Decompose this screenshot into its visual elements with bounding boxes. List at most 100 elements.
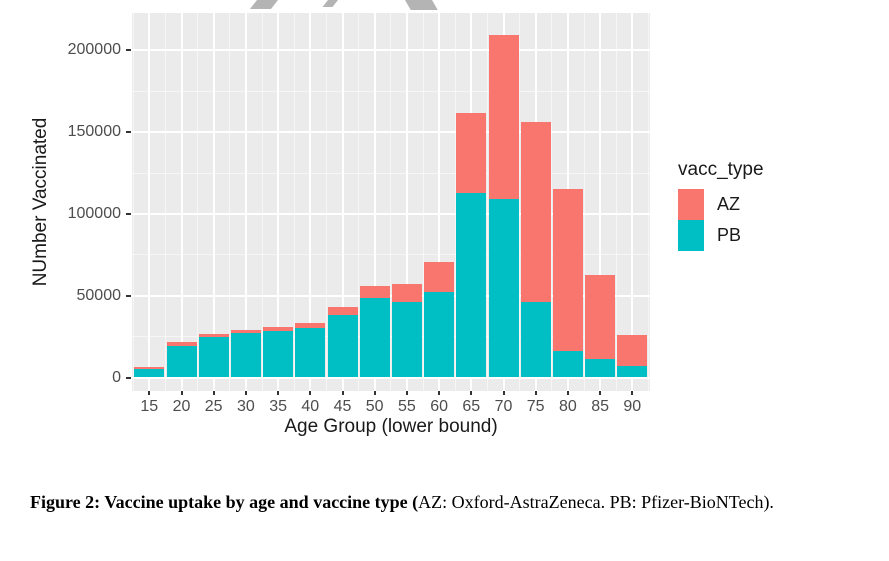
major-gridline <box>180 13 183 391</box>
bar-az-90 <box>617 334 648 367</box>
minor-gridline <box>358 13 360 391</box>
minor-gridline <box>486 13 488 391</box>
x-tick-label: 65 <box>462 398 481 415</box>
x-tick-mark <box>631 391 634 395</box>
bar-pb-70 <box>488 199 519 378</box>
y-axis-title: NUmber Vaccinated <box>30 117 51 287</box>
pb-color-swatch <box>678 220 704 251</box>
x-tick-label: 70 <box>494 398 513 415</box>
major-gridline <box>631 13 634 391</box>
bar-pb-65 <box>456 192 487 378</box>
minor-gridline <box>197 13 199 391</box>
x-tick-label: 50 <box>365 398 384 415</box>
y-tick-label: 150000 <box>67 123 121 141</box>
az-color-swatch <box>678 189 704 220</box>
x-tick-mark <box>502 391 505 395</box>
caption-regular-text: AZ: Oxford-AstraZeneca. PB: Pfizer-BioNT… <box>418 492 774 512</box>
bar-pb-85 <box>585 359 616 378</box>
bar-pb-55 <box>391 301 422 378</box>
minor-gridline <box>647 13 649 391</box>
legend-title: vacc_type <box>678 159 764 180</box>
x-tick-label: 25 <box>204 398 223 415</box>
bar-pb-25 <box>198 337 229 378</box>
major-gridline <box>148 13 151 391</box>
major-gridline <box>277 13 280 391</box>
minor-gridline <box>229 13 231 391</box>
bar-az-85 <box>585 275 616 360</box>
bar-az-60 <box>424 261 455 293</box>
y-tick-label: 100000 <box>67 204 121 222</box>
x-tick-mark <box>405 391 408 395</box>
major-gridline <box>212 13 215 391</box>
x-tick-label: 40 <box>301 398 320 415</box>
minor-gridline <box>325 13 327 391</box>
x-tick-label: 15 <box>140 398 159 415</box>
bar-az-70 <box>488 34 519 200</box>
major-gridline <box>373 13 376 391</box>
bar-az-50 <box>359 285 390 299</box>
x-tick-mark <box>309 391 312 395</box>
bar-az-75 <box>520 121 551 302</box>
x-tick-mark <box>599 391 602 395</box>
minor-gridline <box>261 13 263 391</box>
x-tick-mark <box>341 391 344 395</box>
y-tick-label: 200000 <box>67 41 121 59</box>
bar-az-40 <box>295 322 326 329</box>
bar-pb-60 <box>424 292 455 378</box>
x-tick-label: 75 <box>526 398 545 415</box>
bar-pb-35 <box>263 330 294 378</box>
x-tick-label: 30 <box>236 398 255 415</box>
minor-gridline <box>615 13 617 391</box>
x-tick-mark <box>470 391 473 395</box>
minor-gridline <box>454 13 456 391</box>
y-tick-mark <box>126 376 131 379</box>
minor-gridline <box>583 13 585 391</box>
minor-gridline <box>390 13 392 391</box>
major-gridline <box>405 13 408 391</box>
legend-label-az: AZ <box>717 194 741 214</box>
bar-pb-40 <box>295 328 326 378</box>
x-tick-mark <box>277 391 280 395</box>
bar-az-25 <box>198 334 229 338</box>
bar-az-15 <box>134 367 165 370</box>
x-tick-label: 90 <box>623 398 642 415</box>
x-axis-title: Age Group (lower bound) <box>284 416 498 437</box>
bar-pb-80 <box>552 350 583 378</box>
figure-caption: Figure 2: Vaccine uptake by age and vacc… <box>30 482 864 522</box>
x-tick-mark <box>212 391 215 395</box>
chart-panel <box>132 13 650 391</box>
bar-pb-50 <box>359 298 390 378</box>
bar-az-45 <box>327 307 358 316</box>
minor-gridline <box>164 13 166 391</box>
x-tick-mark <box>534 391 537 395</box>
x-tick-mark <box>566 391 569 395</box>
major-gridline <box>309 13 312 391</box>
bar-az-65 <box>456 113 487 193</box>
x-tick-mark <box>244 391 247 395</box>
minor-gridline <box>551 13 553 391</box>
minor-gridline <box>519 13 521 391</box>
y-tick-label: 50000 <box>76 286 122 304</box>
bar-az-30 <box>230 330 261 334</box>
caption-bold-text: Figure 2: Vaccine uptake by age and vacc… <box>30 492 419 512</box>
y-tick-label: 0 <box>112 368 121 386</box>
x-tick-mark <box>148 391 151 395</box>
x-tick-mark <box>438 391 441 395</box>
x-tick-label: 55 <box>397 398 416 415</box>
bar-pb-45 <box>327 315 358 378</box>
x-tick-label: 45 <box>333 398 352 415</box>
bar-pb-15 <box>134 369 165 378</box>
x-tick-label: 60 <box>430 398 448 415</box>
y-tick-mark <box>126 212 131 215</box>
x-tick-label: 85 <box>591 398 609 415</box>
y-tick-mark <box>126 294 131 297</box>
legend-label-pb: PB <box>717 225 742 245</box>
major-gridline <box>341 13 344 391</box>
bar-az-35 <box>263 326 294 331</box>
legend-item-az: AZ <box>678 189 764 220</box>
x-tick-mark <box>373 391 376 395</box>
x-tick-label: 80 <box>558 398 577 415</box>
minor-gridline <box>132 13 134 391</box>
